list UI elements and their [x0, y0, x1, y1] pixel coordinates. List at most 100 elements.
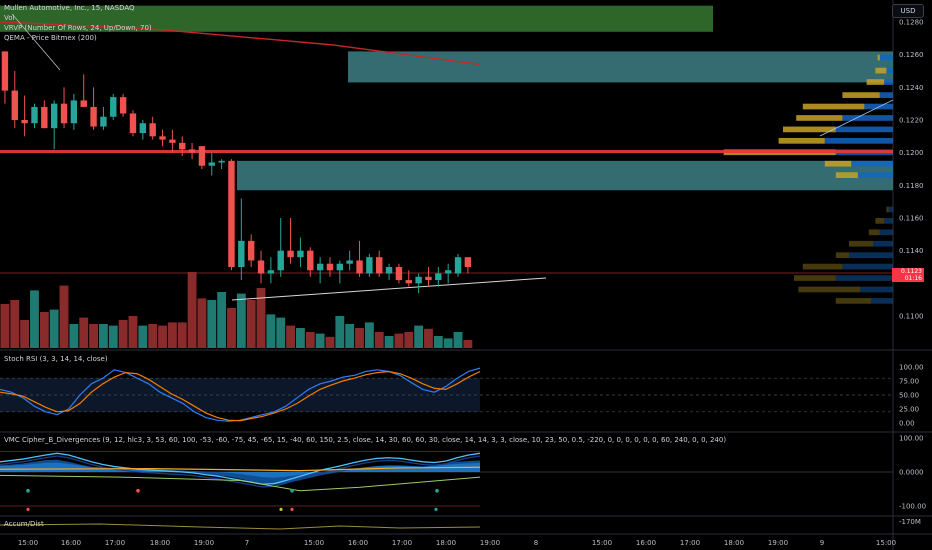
stoch-axis-label: 0.00	[899, 420, 915, 428]
volume-profile-up-bar	[871, 298, 893, 304]
time-axis-label: 15:00	[304, 539, 324, 547]
volume-bar	[177, 322, 187, 348]
cipher-label[interactable]: VMC Cipher_B_Divergences (9, 12, hlc3, 3…	[4, 436, 727, 444]
volume-profile-down-bar	[842, 92, 880, 98]
candle-body	[70, 100, 78, 124]
stoch-d-line	[0, 370, 481, 422]
volume-bar	[296, 328, 305, 348]
candle-body	[257, 260, 265, 274]
candle-body	[287, 250, 294, 258]
volume-profile-up-bar	[849, 252, 893, 259]
candle-body	[405, 280, 412, 284]
volume-profile-down-bar	[835, 252, 849, 259]
candle-body	[80, 100, 87, 107]
candle-body	[444, 270, 452, 274]
candle-body	[110, 97, 117, 117]
volume-bar	[227, 308, 236, 348]
volume-bar	[463, 340, 473, 348]
volume-bar	[394, 333, 404, 348]
volume-profile-up-bar	[879, 229, 893, 236]
price-axis-label: 0.1240	[899, 84, 924, 92]
volume-profile-down-bar	[802, 263, 843, 270]
time-axis-label: 16:00	[348, 539, 368, 547]
volume-bar	[276, 317, 286, 348]
candle-body	[435, 273, 442, 281]
candle-body	[41, 106, 48, 129]
candle-body	[376, 257, 383, 274]
volume-profile-up-bar	[873, 240, 893, 247]
accum-dist-label[interactable]: Accum/Dist	[4, 520, 44, 528]
candle-body	[238, 240, 245, 267]
candle-body	[454, 257, 462, 274]
price-axis-label: 0.1180	[899, 182, 924, 190]
volume-bar	[128, 316, 138, 348]
candle-body	[31, 106, 38, 124]
volume-bar	[59, 285, 69, 348]
volume-profile-up-bar	[851, 160, 893, 167]
time-axis-label: 16:00	[61, 539, 81, 547]
volume-profile-down-bar	[835, 172, 858, 178]
candle-body	[169, 139, 176, 143]
volume-bar	[79, 317, 89, 348]
cipher-wave2-line	[0, 455, 481, 488]
cipher-mf-area	[0, 462, 480, 478]
candle-body	[179, 142, 186, 150]
time-axis-label: 17:00	[392, 539, 412, 547]
volume-bar	[10, 300, 20, 348]
candle-body	[228, 160, 235, 267]
volume-bar	[108, 325, 118, 348]
currency-button[interactable]: USD	[892, 4, 924, 18]
symbol-title: Mullen Automotive, Inc., 15, NASDAQ	[4, 4, 135, 12]
volume-bar	[315, 333, 325, 348]
volume-profile-up-bar	[842, 263, 893, 270]
cipher-divergence-dot	[290, 507, 294, 511]
volume-bar	[453, 332, 463, 348]
candles	[1, 51, 472, 294]
volume-profile-down-bar	[886, 206, 889, 213]
price-axis-label: 0.1160	[899, 215, 924, 223]
candle-body	[336, 263, 344, 271]
time-axis-label: 17:00	[680, 539, 700, 547]
supply-demand-zone	[348, 51, 893, 83]
stoch-axis-label: 100.00	[899, 364, 924, 372]
candle-body	[297, 250, 304, 258]
volume-indicator-label[interactable]: Vol	[4, 14, 15, 22]
volume-bar	[325, 336, 335, 348]
volume-bar	[266, 314, 276, 348]
volume-profile-up-bar	[824, 137, 893, 144]
time-axis-label: 18:00	[436, 539, 456, 547]
cipher-divergence-dot	[279, 507, 283, 511]
accum-dist-line	[0, 523, 481, 530]
qema-line	[0, 21, 481, 66]
cipher-signal-dot	[136, 488, 140, 493]
time-axis-label: 16:00	[636, 539, 656, 547]
volume-bar	[404, 332, 414, 348]
stoch-rsi-label[interactable]: Stoch RSI (3, 3, 14, 14, close)	[4, 355, 108, 363]
volume-bar	[118, 320, 128, 348]
volume-profile-down-bar	[783, 126, 836, 133]
volume-profile-up-bar	[888, 206, 893, 213]
time-axis-label: 19:00	[768, 539, 788, 547]
volume-bar	[364, 322, 374, 348]
candle-body	[119, 97, 127, 114]
volume-bar	[374, 332, 384, 348]
volume-profile-up-bar	[835, 275, 893, 281]
vrvp-indicator-label[interactable]: VRVP (Number Of Rows, 24, Up/Down, 70)	[4, 24, 152, 32]
volume-bar	[187, 272, 197, 348]
volume-bar	[443, 338, 453, 348]
volume-bar	[20, 320, 30, 348]
candle-body	[218, 160, 225, 163]
cipher-signal-dot	[435, 488, 439, 493]
time-axis-label: 18:00	[150, 539, 170, 547]
volume-profile-down-bar	[849, 240, 874, 247]
qema-indicator-label[interactable]: QEMA - Price Bitmex (200)	[4, 34, 97, 42]
candle-body	[415, 276, 422, 284]
volume-bar	[0, 304, 10, 348]
candle-body	[326, 263, 334, 271]
volume-profile-up-bar	[879, 92, 893, 98]
cipher-divergence-dot	[26, 507, 30, 511]
volume-bar	[69, 324, 79, 348]
candle-body	[1, 51, 9, 91]
